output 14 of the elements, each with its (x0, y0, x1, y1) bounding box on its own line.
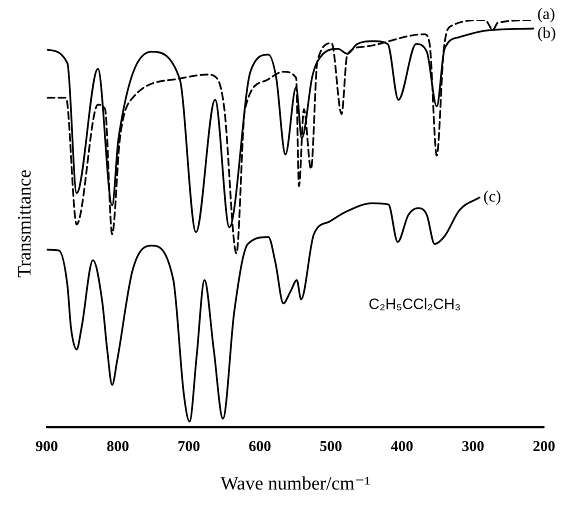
x-tick-label: 900 (36, 439, 58, 456)
x-tick-label: 300 (462, 439, 484, 456)
x-tick-label: 700 (178, 439, 200, 456)
x-tick-label: 600 (248, 439, 272, 456)
y-axis-title: Transmittance (14, 170, 36, 278)
series-label: (c) (483, 188, 502, 206)
x-tick-label: 800 (106, 439, 130, 456)
x-tick-label: 200 (532, 439, 556, 456)
series-label: (a) (537, 6, 556, 24)
x-axis-title: Wave number/cm⁻¹ (220, 474, 371, 495)
x-tick-label: 500 (320, 439, 342, 456)
series-label: (b) (537, 24, 556, 42)
annotation: C₂H₅CCl₂CH₃ (368, 296, 461, 314)
x-tick-label: 400 (390, 439, 414, 456)
